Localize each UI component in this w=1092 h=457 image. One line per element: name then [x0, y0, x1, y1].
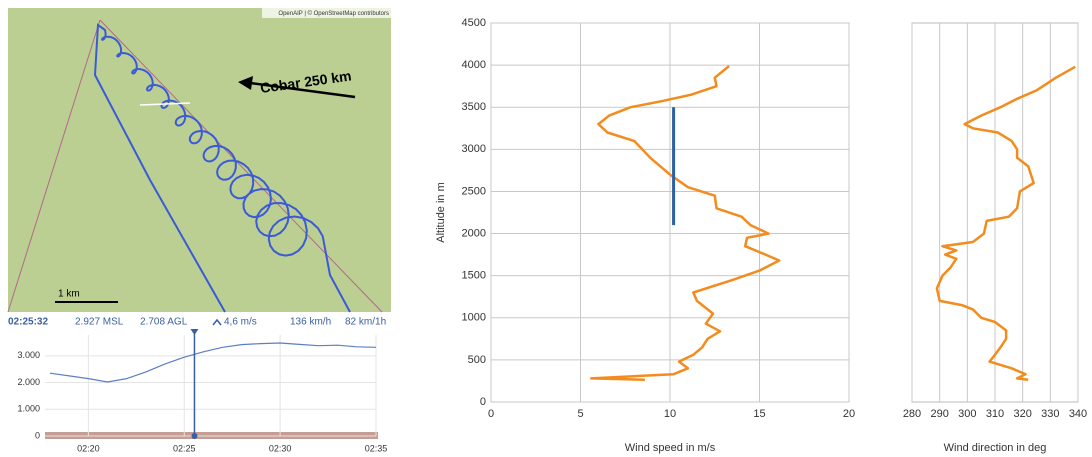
x-tick-label: 310 — [986, 408, 1004, 420]
x-tick-label: 330 — [1041, 408, 1059, 420]
x-axis-label: Wind speed in m/s — [625, 442, 716, 454]
x-tick-label: 340 — [1069, 408, 1087, 420]
y-tick-label: 3500 — [462, 101, 486, 113]
y-tick-label: 4500 — [462, 17, 486, 29]
y-tick-label: 0 — [480, 396, 486, 408]
x-tick-label: 290 — [930, 408, 948, 420]
y-axis-label: Altitude in m — [435, 182, 447, 243]
y-tick-label: 1500 — [462, 270, 486, 282]
x-tick-label: 5 — [577, 408, 583, 420]
y-tick-label: 1.000 — [17, 404, 40, 414]
x-tick-label: 300 — [958, 408, 976, 420]
status-agl: 2.708 AGL — [140, 317, 188, 328]
cursor-foot — [191, 433, 197, 439]
y-tick-label: 4000 — [462, 59, 486, 71]
page: OpenAIP | © OpenStreetMap contributors C… — [0, 0, 1092, 457]
scale-label: 1 km — [58, 289, 80, 300]
data-line — [937, 67, 1075, 380]
y-tick-label: 2000 — [462, 227, 486, 239]
x-tick-label: 02:25 — [173, 443, 196, 453]
x-axis-label: Wind direction in deg — [944, 442, 1047, 454]
figure: OpenAIP | © OpenStreetMap contributors C… — [0, 0, 1092, 457]
x-tick-label: 20 — [843, 408, 855, 420]
x-tick-label: 10 — [664, 408, 676, 420]
y-tick-label: 0 — [35, 430, 40, 440]
y-tick-label: 3.000 — [17, 350, 40, 360]
x-tick-label: 02:30 — [269, 443, 292, 453]
y-tick-label: 3000 — [462, 143, 486, 155]
status-time: 02:25:32 — [8, 317, 48, 328]
status-vario: 4,6 m/s — [224, 317, 257, 328]
map-attribution: OpenAIP | © OpenStreetMap contributors — [278, 10, 389, 17]
x-tick-label: 15 — [753, 408, 765, 420]
x-tick-label: 0 — [488, 408, 494, 420]
x-tick-label: 02:35 — [365, 443, 388, 453]
y-tick-label: 500 — [468, 354, 486, 366]
x-tick-label: 02:20 — [77, 443, 100, 453]
status-msl: 2.927 MSL — [75, 317, 124, 328]
y-tick-label: 2500 — [462, 185, 486, 197]
data-line — [591, 66, 779, 380]
y-tick-label: 1000 — [462, 312, 486, 324]
status-speed: 136 km/h — [290, 317, 331, 328]
y-tick-label: 2.000 — [17, 377, 40, 387]
x-tick-label: 320 — [1013, 408, 1031, 420]
x-tick-label: 280 — [903, 408, 921, 420]
status-ld: 82 km/1h — [345, 317, 386, 328]
